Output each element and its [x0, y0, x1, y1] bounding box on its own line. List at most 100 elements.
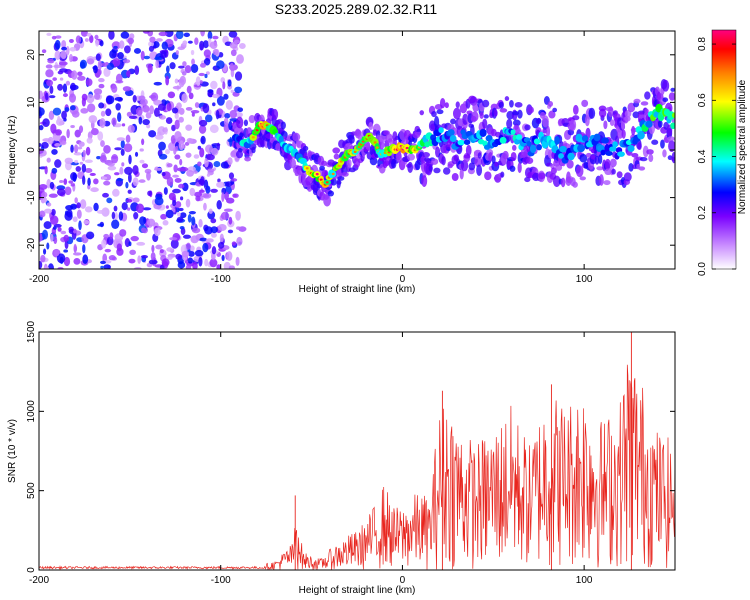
spectrogram-halo-cell	[668, 92, 675, 101]
spectrogram-noise-cell	[195, 76, 201, 86]
spectrogram-noise-cell	[185, 198, 191, 208]
spectrogram-noise-cell	[223, 208, 233, 212]
spectrogram-halo-cell	[628, 163, 634, 172]
spectrogram-noise-cell	[86, 231, 95, 240]
colorbar-label: Normalized spectral amplitude	[737, 79, 748, 214]
spectrogram-halo-cell	[644, 91, 651, 100]
spectrogram-halo-cell	[627, 102, 636, 113]
spectrogram-ridge-cell	[559, 145, 567, 153]
spectrogram-noise-cell	[62, 93, 68, 98]
spectrogram-halo-cell	[588, 107, 596, 119]
spectrogram-ridge-cell	[499, 136, 507, 144]
spectrogram-noise-cell	[178, 107, 185, 115]
spectrogram-halo-cell	[502, 150, 509, 160]
spectrogram-noise-cell	[172, 199, 177, 207]
spectrogram-halo-cell	[498, 101, 504, 109]
spectrogram-noise-cell	[54, 159, 62, 168]
spectrogram-halo-cell	[236, 116, 244, 129]
spectrogram-noise-cell	[179, 196, 184, 201]
spectrogram-halo-cell	[509, 100, 514, 108]
spectrogram-halo-cell	[346, 158, 352, 168]
spectrogram-noise-cell	[46, 242, 50, 250]
spectrogram-noise-cell	[198, 189, 205, 193]
spectrogram-xtick-label: -100	[211, 274, 231, 285]
spectrogram-noise-cell	[45, 64, 53, 69]
spectrogram-noise-cell	[211, 246, 217, 255]
spectrogram-noise-cell	[185, 242, 191, 250]
spectrogram-noise-cell	[126, 111, 132, 117]
spectrogram-noise-cell	[98, 102, 105, 109]
spectrogram-noise-cell	[218, 52, 224, 58]
spectrogram-noise-cell	[205, 144, 213, 154]
spectrogram-noise-cell	[84, 206, 93, 213]
spectrogram-noise-cell	[166, 163, 173, 168]
spectrogram-noise-cell	[114, 172, 120, 176]
spectrogram-noise-cell	[227, 157, 233, 166]
spectrogram-noise-cell	[109, 49, 117, 59]
spectrogram-noise-cell	[193, 170, 198, 174]
spectrogram-noise-cell	[132, 177, 139, 187]
spectrogram-halo-cell	[579, 176, 586, 181]
spectrogram-noise-cell	[186, 137, 194, 144]
spectrogram-noise-cell	[234, 71, 243, 81]
spectrogram-noise-cell	[52, 107, 62, 116]
snr-xlabel: Height of straight line (km)	[299, 585, 416, 596]
spectrogram-noise-cell	[120, 31, 130, 39]
spectrogram-noise-cell	[77, 75, 86, 81]
spectrogram-ridge-cell	[577, 144, 586, 153]
spectrogram-noise-cell	[128, 172, 132, 183]
spectrogram-noise-cell	[148, 45, 155, 52]
spectrogram-noise-cell	[39, 210, 46, 218]
spectrogram-noise-cell	[84, 38, 89, 42]
spectrogram-noise-cell	[93, 65, 98, 74]
spectrogram-noise-cell	[181, 71, 187, 76]
spectrogram-ytick-label: -20	[26, 238, 37, 253]
spectrogram-ridge-cell	[609, 146, 617, 152]
spectrogram-noise-cell	[96, 155, 101, 160]
spectrogram-noise-cell	[154, 56, 163, 61]
spectrogram-halo-cell	[512, 119, 521, 127]
spectrogram-noise-cell	[63, 234, 70, 242]
spectrogram-noise-cell	[79, 199, 87, 209]
spectrogram-noise-cell	[86, 94, 95, 104]
colorbar-tick-label: 0.8	[697, 37, 708, 51]
spectrogram-noise-cell	[122, 59, 131, 64]
spectrogram-halo-cell	[275, 142, 282, 152]
spectrogram-noise-cell	[202, 40, 209, 49]
spectrogram-noise-cell	[83, 220, 90, 225]
spectrogram-noise-cell	[141, 138, 145, 146]
spectrogram-noise-cell	[221, 254, 225, 262]
spectrogram-halo-cell	[552, 107, 558, 113]
spectrogram-ridge-cell	[601, 137, 609, 144]
spectrogram-noise-cell	[59, 77, 64, 81]
spectrogram-noise-cell	[119, 166, 124, 175]
spectrogram-noise-cell	[128, 154, 132, 165]
spectrogram-noise-cell	[235, 256, 240, 266]
spectrogram-noise-cell	[161, 258, 170, 267]
spectrogram-noise-cell	[106, 62, 115, 71]
spectrogram-halo-cell	[599, 174, 604, 186]
spectrogram-ridge-cell	[485, 135, 493, 142]
spectrogram-noise-cell	[68, 93, 77, 103]
spectrogram-noise-cell	[132, 197, 140, 203]
spectrogram-noise-cell	[51, 208, 56, 216]
spectrogram-halo-cell	[330, 177, 337, 186]
spectrogram-noise-cell	[122, 86, 132, 92]
spectrogram-noise-cell	[161, 41, 168, 50]
spectrogram-noise-cell	[76, 209, 82, 219]
spectrogram-noise-cell	[181, 250, 190, 258]
spectrogram-noise-cell	[187, 40, 193, 44]
spectrogram-noise-cell	[185, 124, 193, 131]
spectrogram-noise-cell	[229, 109, 237, 119]
spectrogram-noise-cell	[236, 54, 244, 64]
spectrogram-noise-cell	[42, 138, 52, 142]
spectrogram-noise-cell	[124, 45, 131, 54]
spectrogram-noise-cell	[86, 137, 93, 144]
spectrogram-halo-cell	[484, 171, 492, 181]
spectrogram-noise-cell	[129, 249, 136, 256]
spectrogram-noise-cell	[127, 189, 132, 194]
spectrogram-noise-cell	[188, 211, 196, 215]
spectrogram-noise-cell	[72, 252, 82, 256]
spectrogram-noise-cell	[115, 73, 123, 83]
